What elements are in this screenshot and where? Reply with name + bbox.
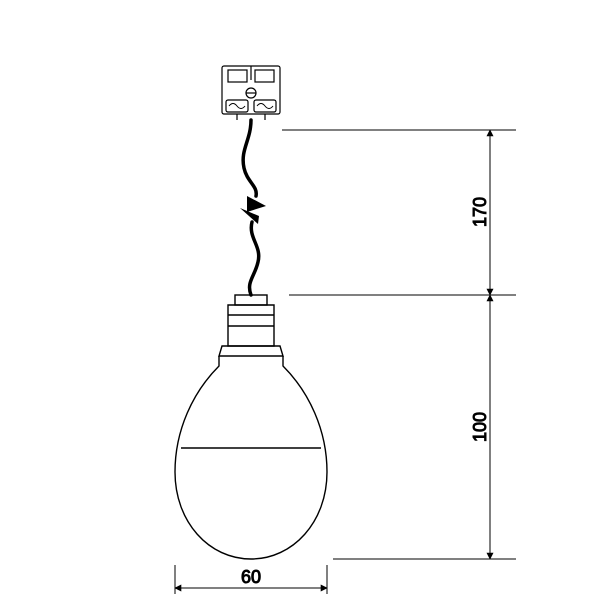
dimension-width: 60 [175, 565, 327, 594]
dimension-bulb-height: 100 [289, 295, 516, 559]
dimension-cable-height-label: 170 [470, 197, 490, 227]
bulb [175, 356, 327, 559]
cable [240, 120, 266, 295]
dimension-width-label: 60 [241, 567, 261, 587]
dimension-bulb-height-label: 100 [470, 412, 490, 442]
technical-drawing: 60 100 170 [0, 0, 600, 600]
connector-block [222, 66, 280, 120]
dimension-cable-height: 170 [282, 130, 516, 295]
lamp-cap [219, 295, 283, 356]
